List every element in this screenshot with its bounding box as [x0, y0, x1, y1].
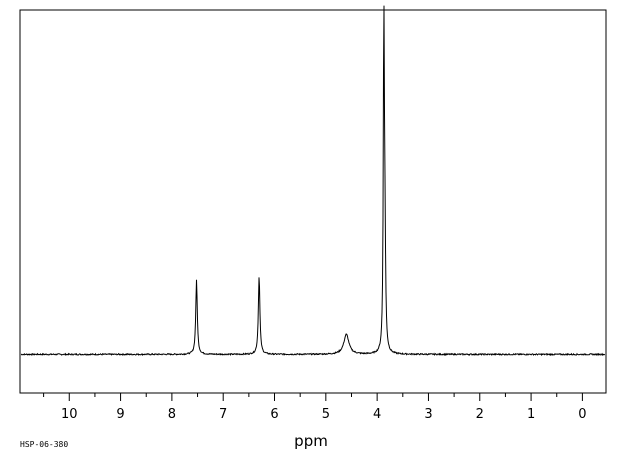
x-tick-label: 6: [270, 407, 278, 422]
x-tick-label: 9: [116, 407, 124, 422]
x-tick-label: 1: [527, 407, 535, 422]
x-axis: 10 9 8 7 6 5 4 3 2 1 0: [43, 393, 587, 422]
x-tick-label: 8: [168, 407, 176, 422]
spectrum-id-caption: HSP-06-380: [20, 440, 68, 449]
x-tick-label: 4: [373, 407, 381, 422]
x-tick-label: 7: [219, 407, 227, 422]
x-tick-label: 5: [322, 407, 330, 422]
x-axis-title: ppm: [294, 432, 328, 450]
spectrum-trace: [20, 5, 606, 357]
plot-frame: [19, 9, 607, 394]
x-tick-label: 2: [476, 407, 484, 422]
x-tick-label: 0: [578, 407, 586, 422]
spectrum-layer: [20, 5, 606, 357]
x-tick-label: 10: [61, 407, 78, 422]
x-tick-label: 3: [424, 407, 432, 422]
